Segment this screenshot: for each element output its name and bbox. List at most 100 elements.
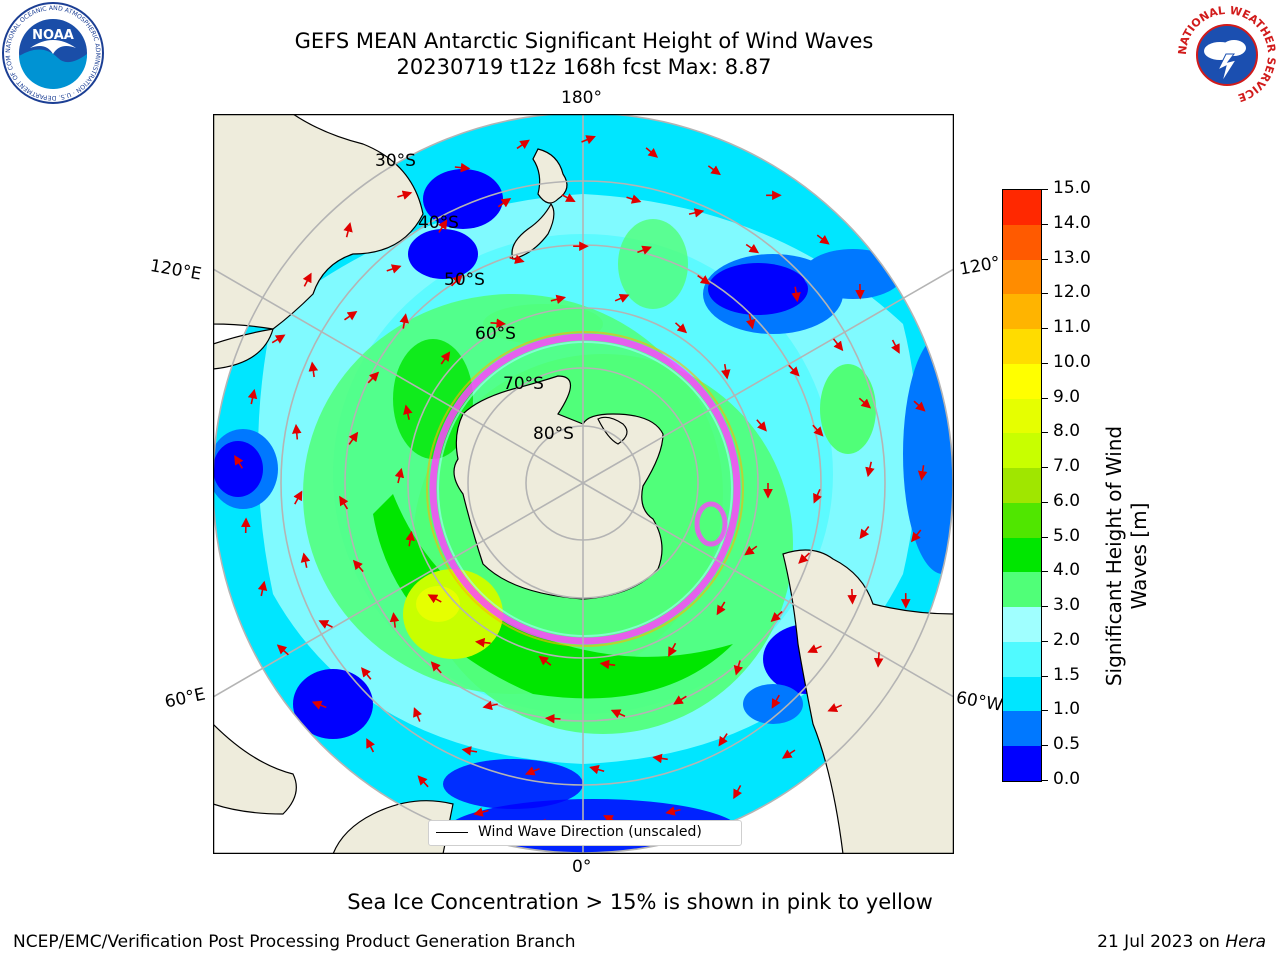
- wave-direction-arrow: [509, 254, 525, 264]
- wave-direction-arrow: [524, 766, 540, 776]
- wave-direction-arrow: [637, 245, 652, 255]
- wave-direction-arrow: [812, 424, 824, 437]
- wave-direction-arrow: [352, 559, 364, 573]
- wave-direction-arrow: [589, 764, 605, 775]
- wave-direction-arrow: [311, 700, 327, 710]
- lon-label-60w: 60°W: [954, 688, 1005, 716]
- noaa-logo-text: NOAA: [32, 28, 74, 43]
- wave-direction-arrow: [344, 311, 358, 321]
- wave-direction-arrow: [302, 272, 312, 287]
- lon-label-120w: 120°: [958, 252, 1002, 280]
- wave-direction-arrow: [917, 465, 928, 481]
- noaa-logo: NATIONAL OCEANIC AND ATMOSPHERIC ADMINIS…: [0, 0, 104, 104]
- colorbar-tick-label: 14.0: [1053, 212, 1091, 233]
- wave-direction-arrow: [791, 286, 801, 303]
- lat-label-70s: 70°S: [503, 374, 544, 394]
- wave-direction-arrow: [626, 194, 642, 204]
- wave-direction-arrow: [673, 695, 687, 705]
- wave-direction-arrow: [413, 707, 422, 722]
- wave-direction-arrow: [813, 489, 822, 504]
- lat-label-30s: 30°S: [375, 151, 416, 171]
- colorbar-tick-mark: [1042, 710, 1048, 712]
- wave-direction-arrow: [745, 314, 756, 330]
- wave-direction-arrow: [271, 334, 286, 344]
- colorbar-segment: [1003, 224, 1041, 260]
- wave-direction-arrow: [367, 371, 380, 384]
- colorbar-tick-mark: [1042, 501, 1048, 503]
- wave-direction-arrow: [403, 404, 413, 420]
- wave-direction-arrow: [652, 753, 668, 764]
- land-areas: [213, 114, 954, 854]
- nws-logo: NATIONAL WEATHER SERVICE: [1176, 4, 1278, 106]
- wave-direction-arrow: [733, 660, 744, 676]
- wave-direction-arrow: [733, 785, 742, 800]
- colorbar-tick-mark: [1042, 189, 1048, 190]
- wave-direction-arrow: [366, 738, 375, 753]
- wave-direction-arrow: [497, 197, 512, 208]
- lat-label-80s: 80°S: [533, 424, 574, 444]
- colorbar-tick-label: 12.0: [1053, 282, 1091, 303]
- colorbar-tick-label: 4.0: [1053, 560, 1081, 581]
- wave-direction-arrow: [348, 431, 359, 445]
- lat-label-50s: 50°S: [444, 270, 485, 290]
- colorbar-tick-label: 15.0: [1053, 178, 1091, 198]
- wave-direction-arrow: [308, 361, 319, 378]
- colorbar-tick-label: 1.0: [1053, 699, 1081, 720]
- wave-direction-arrow: [697, 274, 711, 285]
- wave-direction-arrow: [247, 388, 258, 405]
- wave-direction-arrow: [770, 610, 783, 623]
- colorbar-segment: [1003, 363, 1041, 399]
- colorbar-tick-mark: [1042, 606, 1048, 608]
- wave-direction-arrow: [668, 642, 677, 657]
- wave-direction-arrow: [389, 612, 400, 628]
- wave-direction-arrow: [461, 746, 478, 756]
- wave-direction-arrow: [858, 397, 872, 409]
- wave-direction-arrow: [454, 162, 471, 173]
- colorbar-segment: [1003, 711, 1041, 747]
- colorbar-tick-label: 0.0: [1053, 769, 1081, 789]
- chart-title: GEFS MEAN Antarctic Significant Height o…: [294, 29, 874, 53]
- wave-direction-arrow: [816, 234, 830, 245]
- colorbar-tick-mark: [1042, 780, 1048, 781]
- wave-direction-arrow: [276, 644, 289, 656]
- wave-direction-arrow: [847, 588, 857, 605]
- colorbar-segment: [1003, 676, 1041, 712]
- wave-direction-arrow: [756, 419, 767, 432]
- colorbar-segment: [1003, 398, 1041, 434]
- wave-direction-arrow: [645, 147, 659, 158]
- wave-direction-arrow: [798, 552, 810, 564]
- wave-direction-arrow: [482, 700, 498, 711]
- colorbar-segment: [1003, 189, 1041, 225]
- footer-host: Hera: [1225, 932, 1266, 952]
- lon-label-0: 0°: [572, 857, 592, 877]
- wave-direction-arrow: [665, 806, 681, 816]
- colorbar-tick-mark: [1042, 328, 1048, 330]
- colorbar-tick-label: 13.0: [1053, 247, 1091, 268]
- wave-direction-arrow: [674, 322, 688, 334]
- lat-label-40s: 40°S: [418, 213, 459, 233]
- colorbar-tick-mark: [1042, 432, 1048, 434]
- wave-direction-arrow: [343, 222, 353, 238]
- footer-date: 21 Jul 2023 on Hera: [1097, 932, 1266, 952]
- wave-direction-arrow: [599, 659, 616, 670]
- wave-direction-arrow: [716, 601, 726, 616]
- colorbar-segment: [1003, 641, 1041, 677]
- wave-direction-arrow: [781, 749, 796, 759]
- wave-direction-arrow: [339, 495, 349, 510]
- colorbar-tick-label: 5.0: [1053, 525, 1081, 546]
- footer-date-text: 21 Jul 2023 on: [1097, 932, 1226, 952]
- colorbar-segment: [1003, 468, 1041, 503]
- colorbar-tick-mark: [1042, 467, 1048, 469]
- wave-direction-arrow: [561, 193, 576, 203]
- wave-direction-arrow: [490, 318, 507, 329]
- wave-direction-arrow: [451, 274, 463, 287]
- colorbar-tick-label: 11.0: [1053, 317, 1091, 338]
- wave-direction-arrow: [318, 620, 333, 629]
- wave-direction-arrow: [473, 807, 489, 817]
- colorbar-tick-mark: [1042, 223, 1048, 225]
- colorbar-tick-mark: [1042, 745, 1048, 747]
- wave-direction-arrow: [438, 219, 448, 233]
- colorbar-tick-label: 9.0: [1053, 386, 1081, 407]
- colorbar-label-line1: Significant Height of Wind: [1102, 425, 1126, 687]
- wave-direction-arrow: [394, 467, 405, 484]
